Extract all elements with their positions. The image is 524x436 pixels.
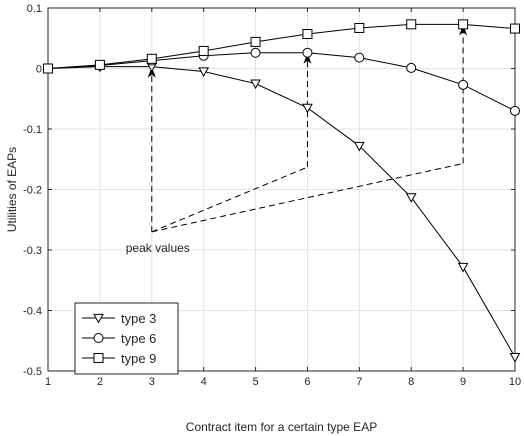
legend-item: type 6	[82, 331, 156, 346]
leader-diagonal	[151, 166, 308, 233]
data-point	[302, 47, 313, 58]
y-tick-label: -0.4	[23, 306, 42, 318]
data-point	[93, 333, 104, 343]
y-tick-label: -0.2	[23, 185, 42, 197]
data-point	[93, 353, 104, 363]
data-point	[94, 59, 105, 70]
data-point	[43, 63, 53, 74]
x-tick-label: 6	[304, 376, 310, 388]
legend-label: type 6	[121, 331, 156, 346]
series-group	[42, 19, 521, 363]
legend-label: type 9	[121, 351, 156, 366]
data-point	[198, 45, 209, 56]
y-tick-label: -0.5	[23, 366, 42, 378]
arrow-head	[303, 52, 312, 64]
data-point	[302, 29, 313, 40]
data-point	[457, 262, 469, 273]
data-point	[405, 193, 417, 203]
data-point	[354, 52, 365, 63]
data-point	[250, 47, 261, 58]
data-point	[353, 141, 365, 152]
y-axis-label: Utilities of EAPs	[5, 147, 19, 232]
x-tick-label: 10	[509, 376, 521, 388]
data-point	[458, 19, 469, 30]
x-tick-label: 9	[460, 376, 466, 388]
data-point	[510, 23, 520, 34]
legend-item: type 9	[82, 351, 156, 366]
data-point	[354, 22, 365, 33]
x-tick-label: 4	[201, 376, 207, 388]
y-tick-label: 0	[36, 64, 42, 76]
data-point	[510, 105, 520, 116]
annotation-peak-values: peak values	[126, 241, 190, 255]
data-point	[146, 53, 157, 64]
series-line	[47, 66, 516, 358]
y-tick-label: -0.1	[23, 124, 42, 136]
x-tick-label: 2	[97, 376, 103, 388]
x-tick-label: 3	[149, 376, 155, 388]
data-point	[406, 19, 417, 30]
x-tick-label: 1	[45, 376, 51, 388]
leader-diagonal	[151, 162, 464, 233]
annotations: peak values	[126, 24, 468, 255]
x-axis-label: Contract item for a certain type EAP	[186, 420, 377, 434]
y-tick-label: -0.3	[23, 245, 42, 257]
data-point	[250, 36, 261, 47]
data-point	[509, 352, 521, 363]
data-point	[406, 62, 417, 73]
arrow-head	[459, 24, 468, 36]
legend-item: type 3	[82, 311, 156, 326]
y-tick-label: 0.1	[27, 3, 42, 15]
series-line	[47, 52, 516, 112]
data-point	[93, 313, 104, 324]
series-type-9	[43, 19, 520, 74]
data-point	[458, 79, 469, 90]
data-point	[198, 67, 210, 78]
axis-ticks: 1 2 3 4 5 6 7 8 9 10 0.1 0 -0.1 -0.2 -0.3 -0.4 -0.5	[23, 3, 521, 388]
data-point	[302, 103, 313, 114]
data-point	[250, 79, 261, 90]
x-tick-label: 5	[252, 376, 258, 388]
x-tick-label: 7	[356, 376, 362, 388]
x-tick-label: 8	[408, 376, 414, 388]
legend-label: type 3	[121, 311, 156, 326]
series-line	[47, 23, 516, 69]
series-type-3	[42, 62, 521, 363]
legend: type 3 type 6 type 9	[74, 302, 179, 375]
